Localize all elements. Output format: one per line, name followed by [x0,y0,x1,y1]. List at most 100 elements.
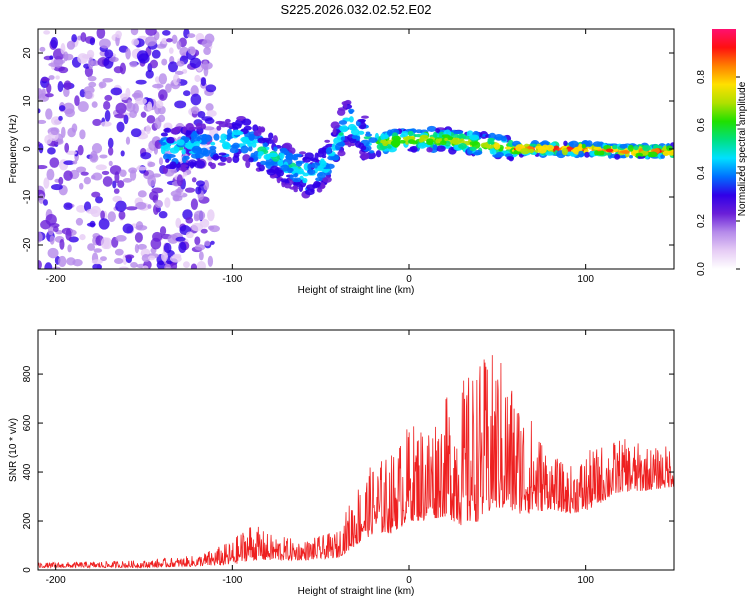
heatmap-cell [178,241,187,254]
heatmap-cell [233,152,240,158]
heatmap-cell [115,30,122,39]
heatmap-cell [202,60,209,71]
heatmap-cell [166,154,176,158]
heatmap-cell [486,145,495,149]
heatmap-cell [63,202,73,210]
y-tick-label: 400 [22,463,33,480]
heatmap-cell [159,226,167,236]
heatmap-cell [221,141,231,149]
y-tick-label: 0 [22,567,33,573]
heatmap-cell [288,147,296,155]
heatmap-cell [196,136,201,142]
heatmap-cell [125,136,131,145]
heatmap-cell [227,128,233,136]
heatmap-cell [506,156,514,161]
heatmap-cell [294,172,299,178]
heatmap-cell [74,95,80,107]
heatmap-cell [545,151,555,156]
heatmap-cell [264,161,273,166]
heatmap-cell [329,153,335,157]
heatmap-cell [287,167,293,174]
heatmap-cell [147,174,157,187]
heatmap-cell [129,61,138,68]
heatmap-cell [110,87,123,96]
heatmap-cell [317,165,324,170]
heatmap-cell [504,146,513,150]
heatmap-cell [89,153,99,163]
heatmap-cell [125,206,138,211]
heatmap-cell [185,123,194,131]
heatmap-cell [91,259,103,265]
heatmap-cell [200,228,208,234]
heatmap-cell [218,152,227,156]
heatmap-cell [259,126,266,133]
snr-xlabel: Height of straight line (km) [298,586,415,597]
heatmap-cell [528,148,535,154]
heatmap-cell [151,187,164,194]
heatmap-cell [566,151,572,156]
heatmap-cell [184,143,194,149]
heatmap-cell [268,132,274,140]
x-tick-label: 0 [406,575,412,586]
heatmap-cell [49,55,54,60]
heatmap-cell [77,101,89,113]
heatmap-cell [203,46,211,56]
heatmap-cell [186,33,196,38]
heatmap-cell [307,169,316,176]
heatmap-cell [107,137,114,149]
heatmap-cell [415,129,423,134]
heatmap-cell [95,196,103,204]
heatmap-cell [57,81,64,93]
heatmap-cell [240,145,249,154]
heatmap-cell [189,161,195,169]
heatmap-cell [135,166,148,171]
heatmap-cell [50,127,60,136]
heatmap-cell [122,178,133,183]
heatmap-cell [79,129,86,140]
heatmap-cell [104,49,114,59]
heatmap-cell [164,197,171,208]
heatmap-cell [340,136,346,141]
heatmap-cell [158,89,168,101]
heatmap-cell [160,132,168,137]
heatmap-cell [193,210,206,221]
heatmap-cell [154,199,163,209]
spectrogram-marks [38,29,674,269]
heatmap-cell [86,208,98,214]
heatmap-cell [154,117,162,130]
heatmap-cell [109,165,122,175]
heatmap-cell [173,126,180,131]
heatmap-cell [226,156,233,164]
heatmap-cell [361,145,367,151]
heatmap-cell [171,34,178,44]
heatmap-cell [162,144,171,152]
heatmap-cell [332,128,337,136]
heatmap-cell [265,154,271,161]
heatmap-cell [114,171,120,184]
heatmap-cell [200,123,207,130]
heatmap-cell [224,122,234,128]
heatmap-cell [295,161,303,167]
heatmap-cell [158,73,168,85]
heatmap-cell [124,254,135,259]
heatmap-cell [196,122,202,130]
heatmap-cell [75,217,84,226]
heatmap-cell [666,145,673,151]
heatmap-cell [115,102,127,115]
heatmap-cell [38,143,44,154]
heatmap-cell [125,47,131,60]
heatmap-cell [130,262,138,268]
heatmap-cell [135,97,147,105]
heatmap-cell [49,235,55,245]
heatmap-cell [343,101,348,109]
heatmap-cell [87,75,97,82]
heatmap-cell [201,39,213,48]
heatmap-cell [453,130,464,135]
y-tick-label: 200 [22,512,33,529]
heatmap-cell [633,145,639,151]
heatmap-cell [194,236,201,246]
heatmap-cell [231,122,237,127]
heatmap-cell [125,87,131,98]
heatmap-cell [130,29,139,36]
